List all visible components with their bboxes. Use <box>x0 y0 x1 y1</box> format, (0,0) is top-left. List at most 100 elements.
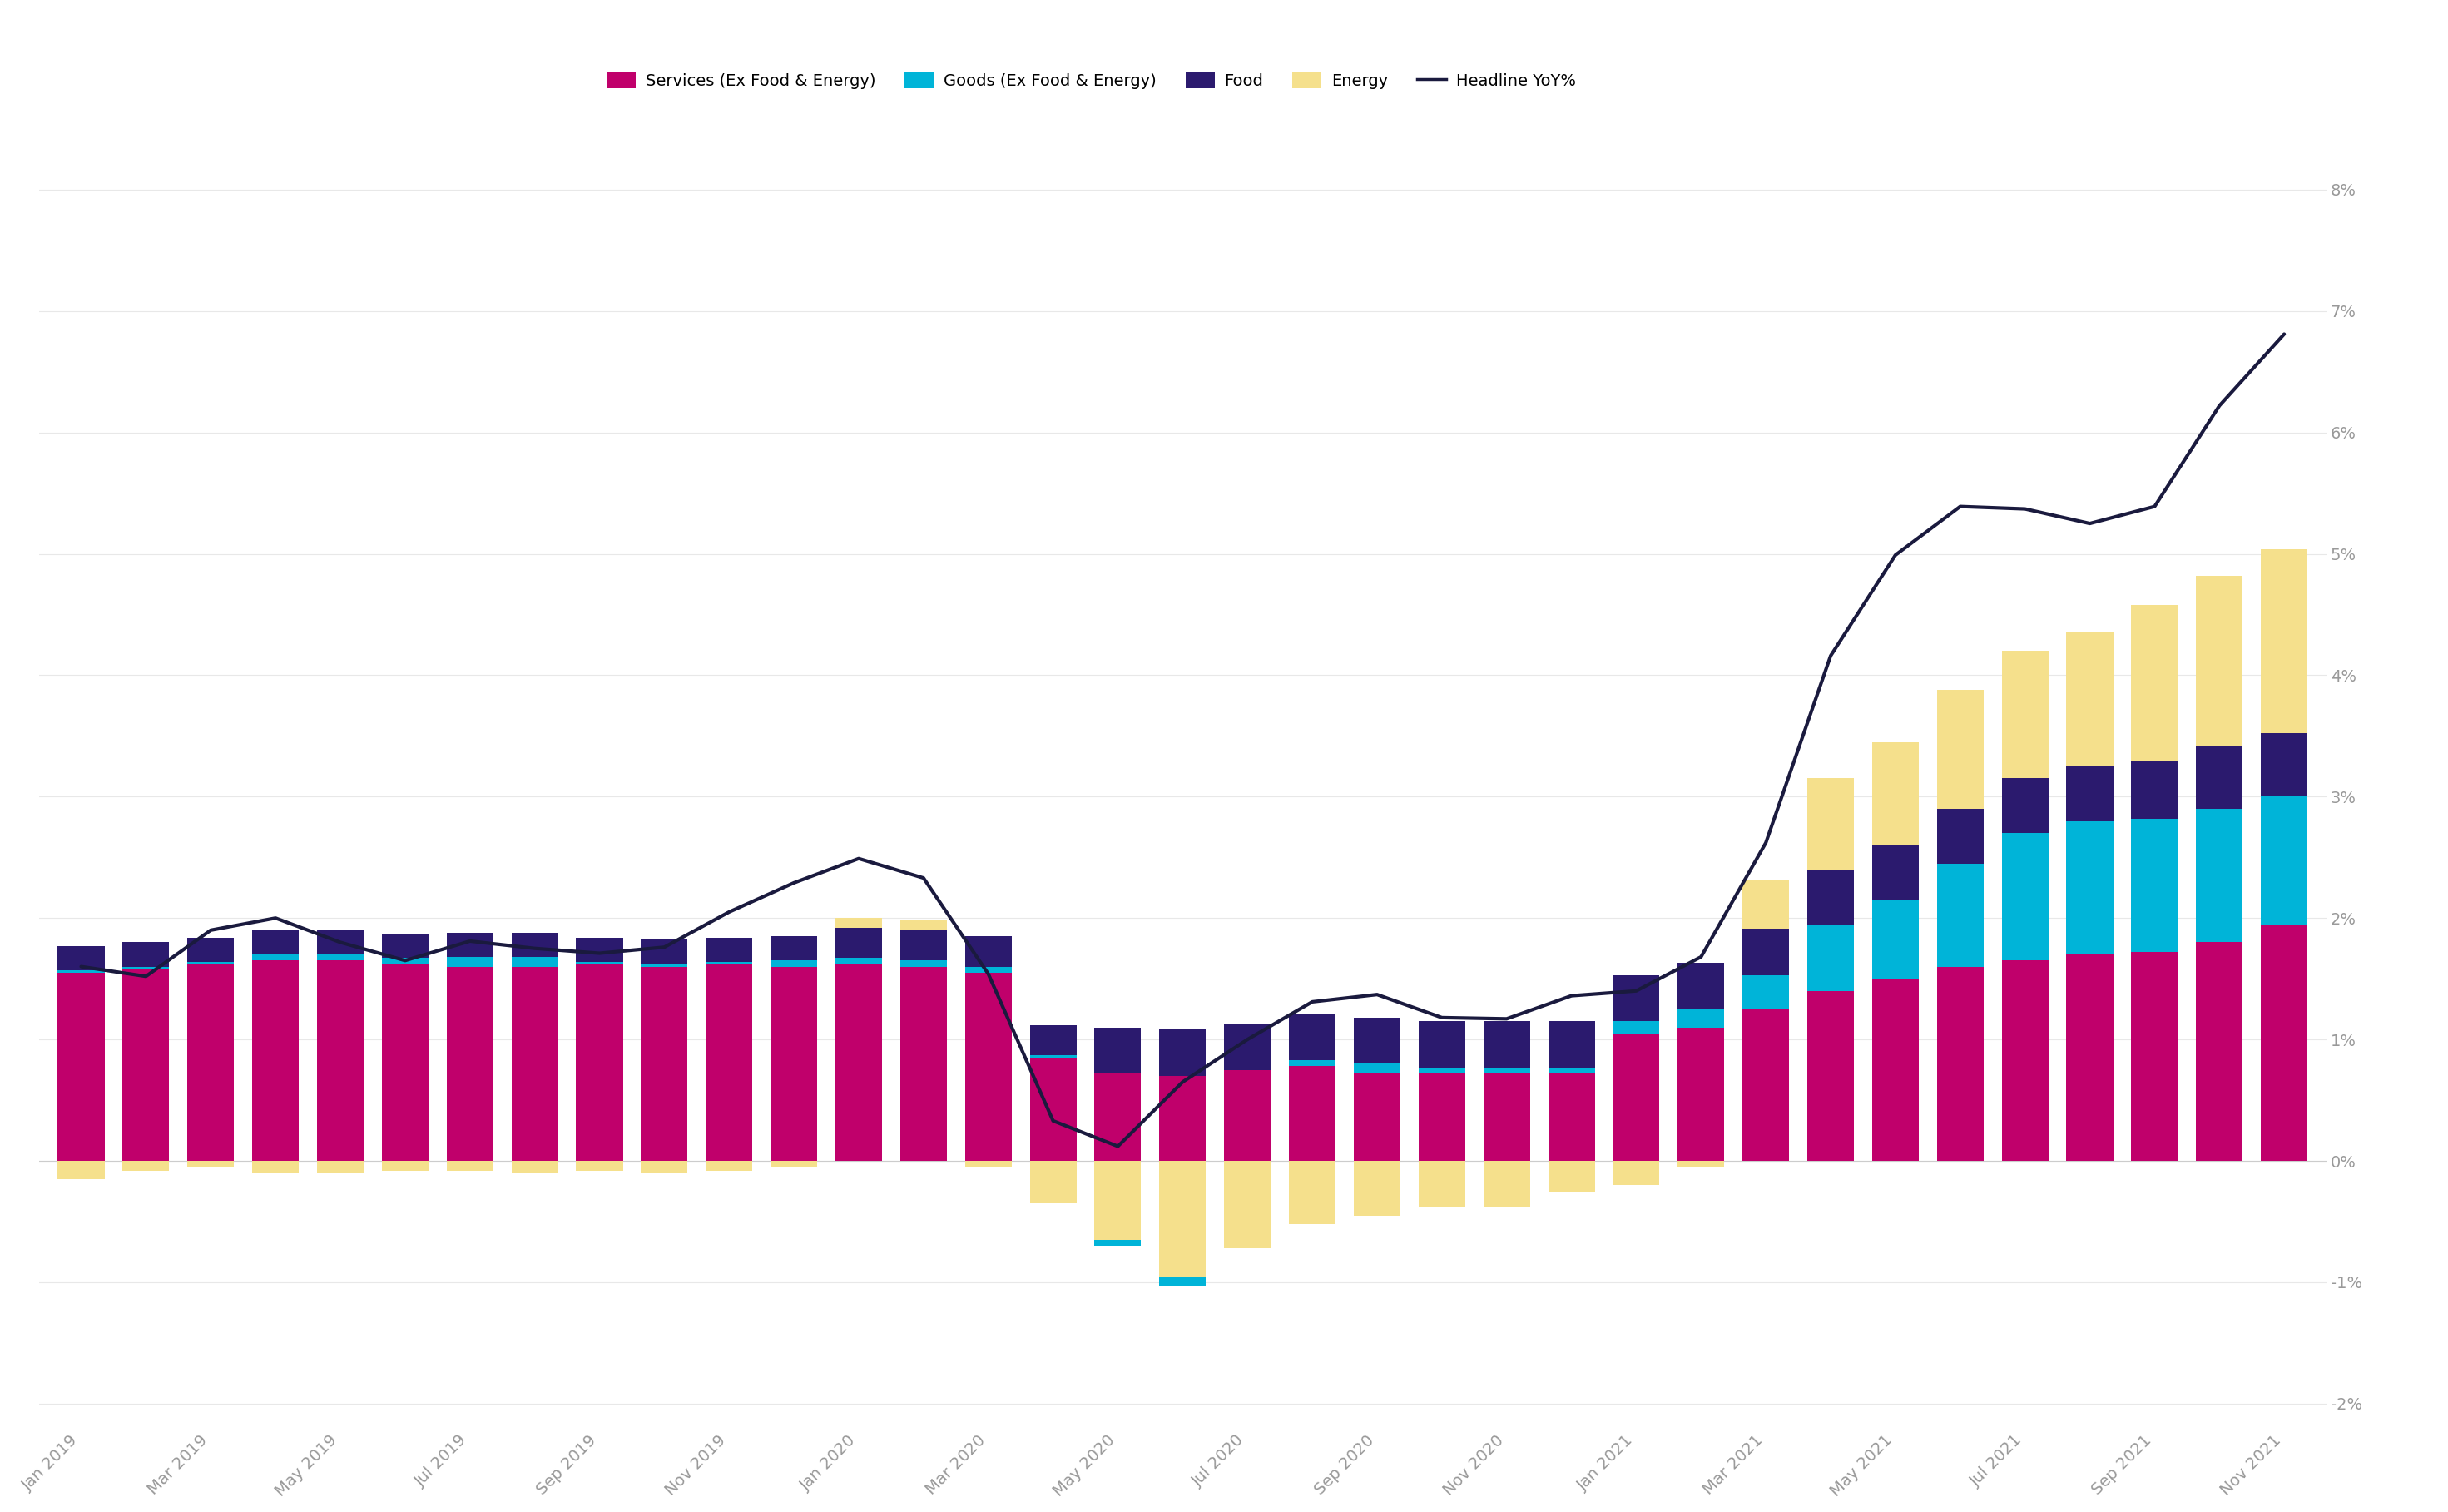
Bar <box>1483 1021 1530 1067</box>
Bar <box>512 966 558 1161</box>
Bar <box>2262 797 2308 924</box>
Bar <box>705 937 752 962</box>
Bar <box>59 971 105 972</box>
Bar <box>382 1161 428 1170</box>
Bar <box>2002 833 2049 960</box>
Bar <box>1743 1009 1789 1161</box>
Bar <box>1160 1077 1207 1161</box>
Bar <box>2002 779 2049 833</box>
Bar <box>575 1161 622 1170</box>
Bar <box>705 965 752 1161</box>
Bar <box>382 965 428 1161</box>
Bar <box>705 962 752 965</box>
Bar <box>1936 863 1983 966</box>
Bar <box>188 965 235 1161</box>
Bar <box>2002 960 2049 1161</box>
Bar <box>1743 880 1789 928</box>
Bar <box>446 966 492 1161</box>
Bar <box>1160 1276 1207 1285</box>
Bar <box>1417 1074 1466 1161</box>
Bar <box>1094 1161 1141 1240</box>
Bar <box>2066 954 2113 1161</box>
Bar <box>252 960 299 1161</box>
Bar <box>1031 1161 1077 1204</box>
Bar <box>835 928 881 959</box>
Bar <box>1160 1030 1207 1077</box>
Bar <box>1873 900 1919 978</box>
Bar <box>1417 1161 1466 1207</box>
Bar <box>575 937 622 962</box>
Bar <box>1224 1161 1271 1249</box>
Bar <box>1677 1009 1723 1027</box>
Bar <box>901 921 947 930</box>
Bar <box>2066 632 2113 767</box>
Bar <box>1936 689 1983 809</box>
Bar <box>2262 733 2308 797</box>
Bar <box>2132 818 2179 953</box>
Bar <box>1483 1074 1530 1161</box>
Bar <box>2066 821 2113 954</box>
Bar <box>2132 761 2179 818</box>
Bar <box>252 930 299 954</box>
Bar <box>1677 1027 1723 1161</box>
Bar <box>1031 1055 1077 1058</box>
Bar <box>252 1161 299 1173</box>
Bar <box>59 947 105 971</box>
Bar <box>512 957 558 966</box>
Bar <box>1936 966 1983 1161</box>
Bar <box>1613 1161 1660 1185</box>
Bar <box>1417 1021 1466 1067</box>
Bar <box>122 942 169 966</box>
Bar <box>512 933 558 957</box>
Bar <box>2196 809 2242 942</box>
Bar <box>1354 1074 1400 1161</box>
Bar <box>512 1161 558 1173</box>
Bar <box>965 966 1011 972</box>
Bar <box>316 930 365 954</box>
Bar <box>188 937 235 962</box>
Bar <box>1677 1161 1723 1167</box>
Bar <box>901 960 947 966</box>
Bar <box>252 954 299 960</box>
Bar <box>1354 1018 1400 1064</box>
Bar <box>122 1161 169 1170</box>
Bar <box>1031 1058 1077 1161</box>
Bar <box>641 965 688 966</box>
Bar <box>1547 1067 1594 1074</box>
Bar <box>1873 742 1919 845</box>
Bar <box>446 933 492 957</box>
Bar <box>1417 1067 1466 1074</box>
Bar <box>1483 1067 1530 1074</box>
Bar <box>1807 869 1853 924</box>
Bar <box>2132 953 2179 1161</box>
Bar <box>1936 809 1983 863</box>
Bar <box>1483 1161 1530 1207</box>
Bar <box>2196 745 2242 809</box>
Bar <box>122 969 169 1161</box>
Bar <box>2002 652 2049 779</box>
Bar <box>59 972 105 1161</box>
Bar <box>1677 963 1723 1009</box>
Bar <box>835 918 881 928</box>
Bar <box>1094 1074 1141 1161</box>
Bar <box>1807 779 1853 869</box>
Bar <box>1160 1161 1207 1276</box>
Bar <box>2262 549 2308 733</box>
Bar <box>446 957 492 966</box>
Bar <box>2196 576 2242 745</box>
Bar <box>316 1161 365 1173</box>
Bar <box>1613 1021 1660 1033</box>
Bar <box>771 936 818 960</box>
Bar <box>1807 990 1853 1161</box>
Bar <box>1094 1027 1141 1074</box>
Bar <box>1873 978 1919 1161</box>
Bar <box>1031 1025 1077 1055</box>
Bar <box>771 960 818 966</box>
Bar <box>2196 942 2242 1161</box>
Bar <box>1224 1070 1271 1161</box>
Bar <box>2132 605 2179 761</box>
Bar <box>188 1161 235 1167</box>
Bar <box>641 940 688 965</box>
Bar <box>1290 1060 1337 1066</box>
Bar <box>1224 1024 1271 1070</box>
